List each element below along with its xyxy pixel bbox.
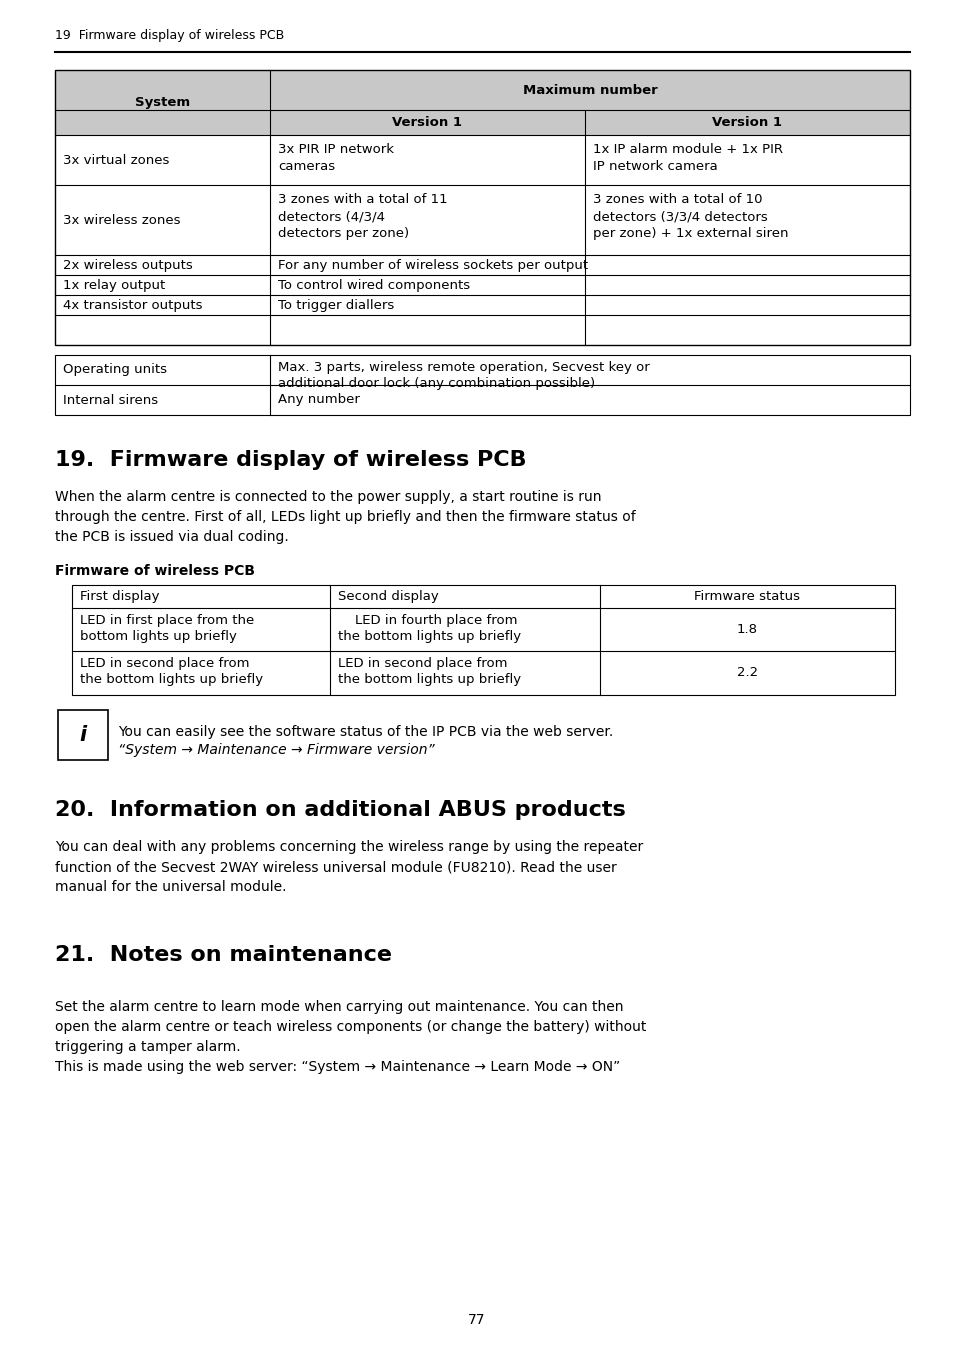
Text: To trigger diallers: To trigger diallers [277,298,394,312]
Bar [58,710,108,760]
Text: Second display: Second display [337,589,438,603]
Text: 1x relay output: 1x relay output [63,279,165,291]
Text: 19  Firmware display of wireless PCB: 19 Firmware display of wireless PCB [55,28,284,42]
Text: the bottom lights up briefly: the bottom lights up briefly [337,630,520,644]
Text: the bottom lights up briefly: the bottom lights up briefly [337,673,520,686]
Bar [55,70,909,136]
Text: First display: First display [80,589,159,603]
Text: Version 1: Version 1 [712,117,781,129]
Text: 21.  Notes on maintenance: 21. Notes on maintenance [55,944,392,965]
Text: detectors per zone): detectors per zone) [277,228,409,240]
Text: 19.  Firmware display of wireless PCB: 19. Firmware display of wireless PCB [55,450,526,470]
Text: LED in second place from: LED in second place from [80,657,250,669]
Text: per zone) + 1x external siren: per zone) + 1x external siren [593,228,788,240]
Text: LED in first place from the: LED in first place from the [80,614,254,627]
Bar [55,70,909,346]
Text: i: i [79,725,87,745]
Text: Internal sirens: Internal sirens [63,393,158,406]
Text: For any number of wireless sockets per output: For any number of wireless sockets per o… [277,259,587,271]
Text: 3x PIR IP network: 3x PIR IP network [277,144,394,156]
Text: “System → Maintenance → Firmware version”: “System → Maintenance → Firmware version… [118,743,435,757]
Text: additional door lock (any combination possible): additional door lock (any combination po… [277,377,595,390]
Text: 3x virtual zones: 3x virtual zones [63,153,170,167]
Bar [71,585,894,695]
Text: 1x IP alarm module + 1x PIR: 1x IP alarm module + 1x PIR [593,144,782,156]
Text: System: System [134,96,190,108]
Text: 20.  Information on additional ABUS products: 20. Information on additional ABUS produ… [55,799,625,820]
Text: 3x wireless zones: 3x wireless zones [63,214,180,226]
Text: detectors (3/3/4 detectors: detectors (3/3/4 detectors [593,210,767,224]
Text: Operating units: Operating units [63,363,167,377]
Text: 4x transistor outputs: 4x transistor outputs [63,298,202,312]
Text: bottom lights up briefly: bottom lights up briefly [80,630,236,644]
Text: IP network camera: IP network camera [593,160,717,173]
Text: Version 1: Version 1 [392,117,462,129]
Bar [55,355,909,415]
Text: You can deal with any problems concerning the wireless range by using the repeat: You can deal with any problems concernin… [55,840,642,894]
Text: 1.8: 1.8 [737,623,758,635]
Text: 2x wireless outputs: 2x wireless outputs [63,259,193,271]
Text: When the alarm centre is connected to the power supply, a start routine is run
t: When the alarm centre is connected to th… [55,491,635,545]
Text: Max. 3 parts, wireless remote operation, Secvest key or: Max. 3 parts, wireless remote operation,… [277,360,649,374]
Text: Set the alarm centre to learn mode when carrying out maintenance. You can then
o: Set the alarm centre to learn mode when … [55,1000,646,1075]
Text: Any number: Any number [277,393,359,406]
Text: detectors (4/3/4: detectors (4/3/4 [277,210,385,224]
Text: 3 zones with a total of 11: 3 zones with a total of 11 [277,192,447,206]
Text: Maximum number: Maximum number [522,84,657,96]
Text: 3 zones with a total of 10: 3 zones with a total of 10 [593,192,761,206]
Text: You can easily see the software status of the IP PCB via the web server.: You can easily see the software status o… [118,725,613,738]
Text: Firmware of wireless PCB: Firmware of wireless PCB [55,564,254,579]
Text: 77: 77 [468,1313,485,1327]
Text: LED in fourth place from: LED in fourth place from [355,614,517,627]
Text: To control wired components: To control wired components [277,279,470,291]
Text: Firmware status: Firmware status [694,589,800,603]
Text: the bottom lights up briefly: the bottom lights up briefly [80,673,263,686]
Text: LED in second place from: LED in second place from [337,657,507,669]
Text: 2.2: 2.2 [736,667,758,679]
Text: cameras: cameras [277,160,335,173]
